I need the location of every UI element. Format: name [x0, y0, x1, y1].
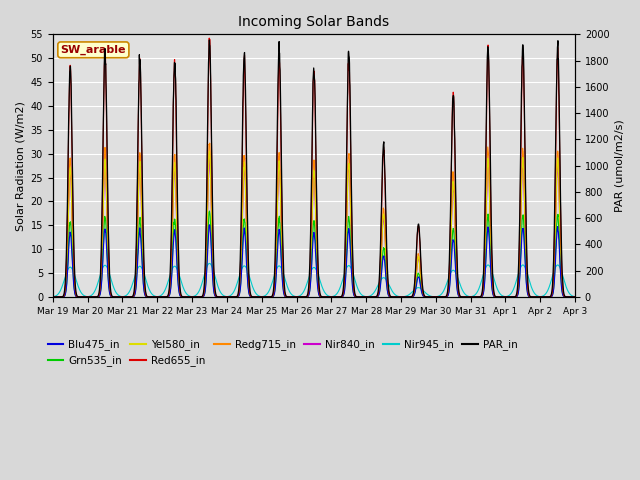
Legend: Blu475_in, Grn535_in, Yel580_in, Red655_in, Redg715_in, Nir840_in, Nir945_in, PA: Blu475_in, Grn535_in, Yel580_in, Red655_…: [44, 335, 522, 371]
Title: Incoming Solar Bands: Incoming Solar Bands: [238, 15, 390, 29]
Y-axis label: Solar Radiation (W/m2): Solar Radiation (W/m2): [15, 101, 25, 230]
Text: SW_arable: SW_arable: [61, 45, 126, 55]
Y-axis label: PAR (umol/m2/s): PAR (umol/m2/s): [615, 119, 625, 212]
